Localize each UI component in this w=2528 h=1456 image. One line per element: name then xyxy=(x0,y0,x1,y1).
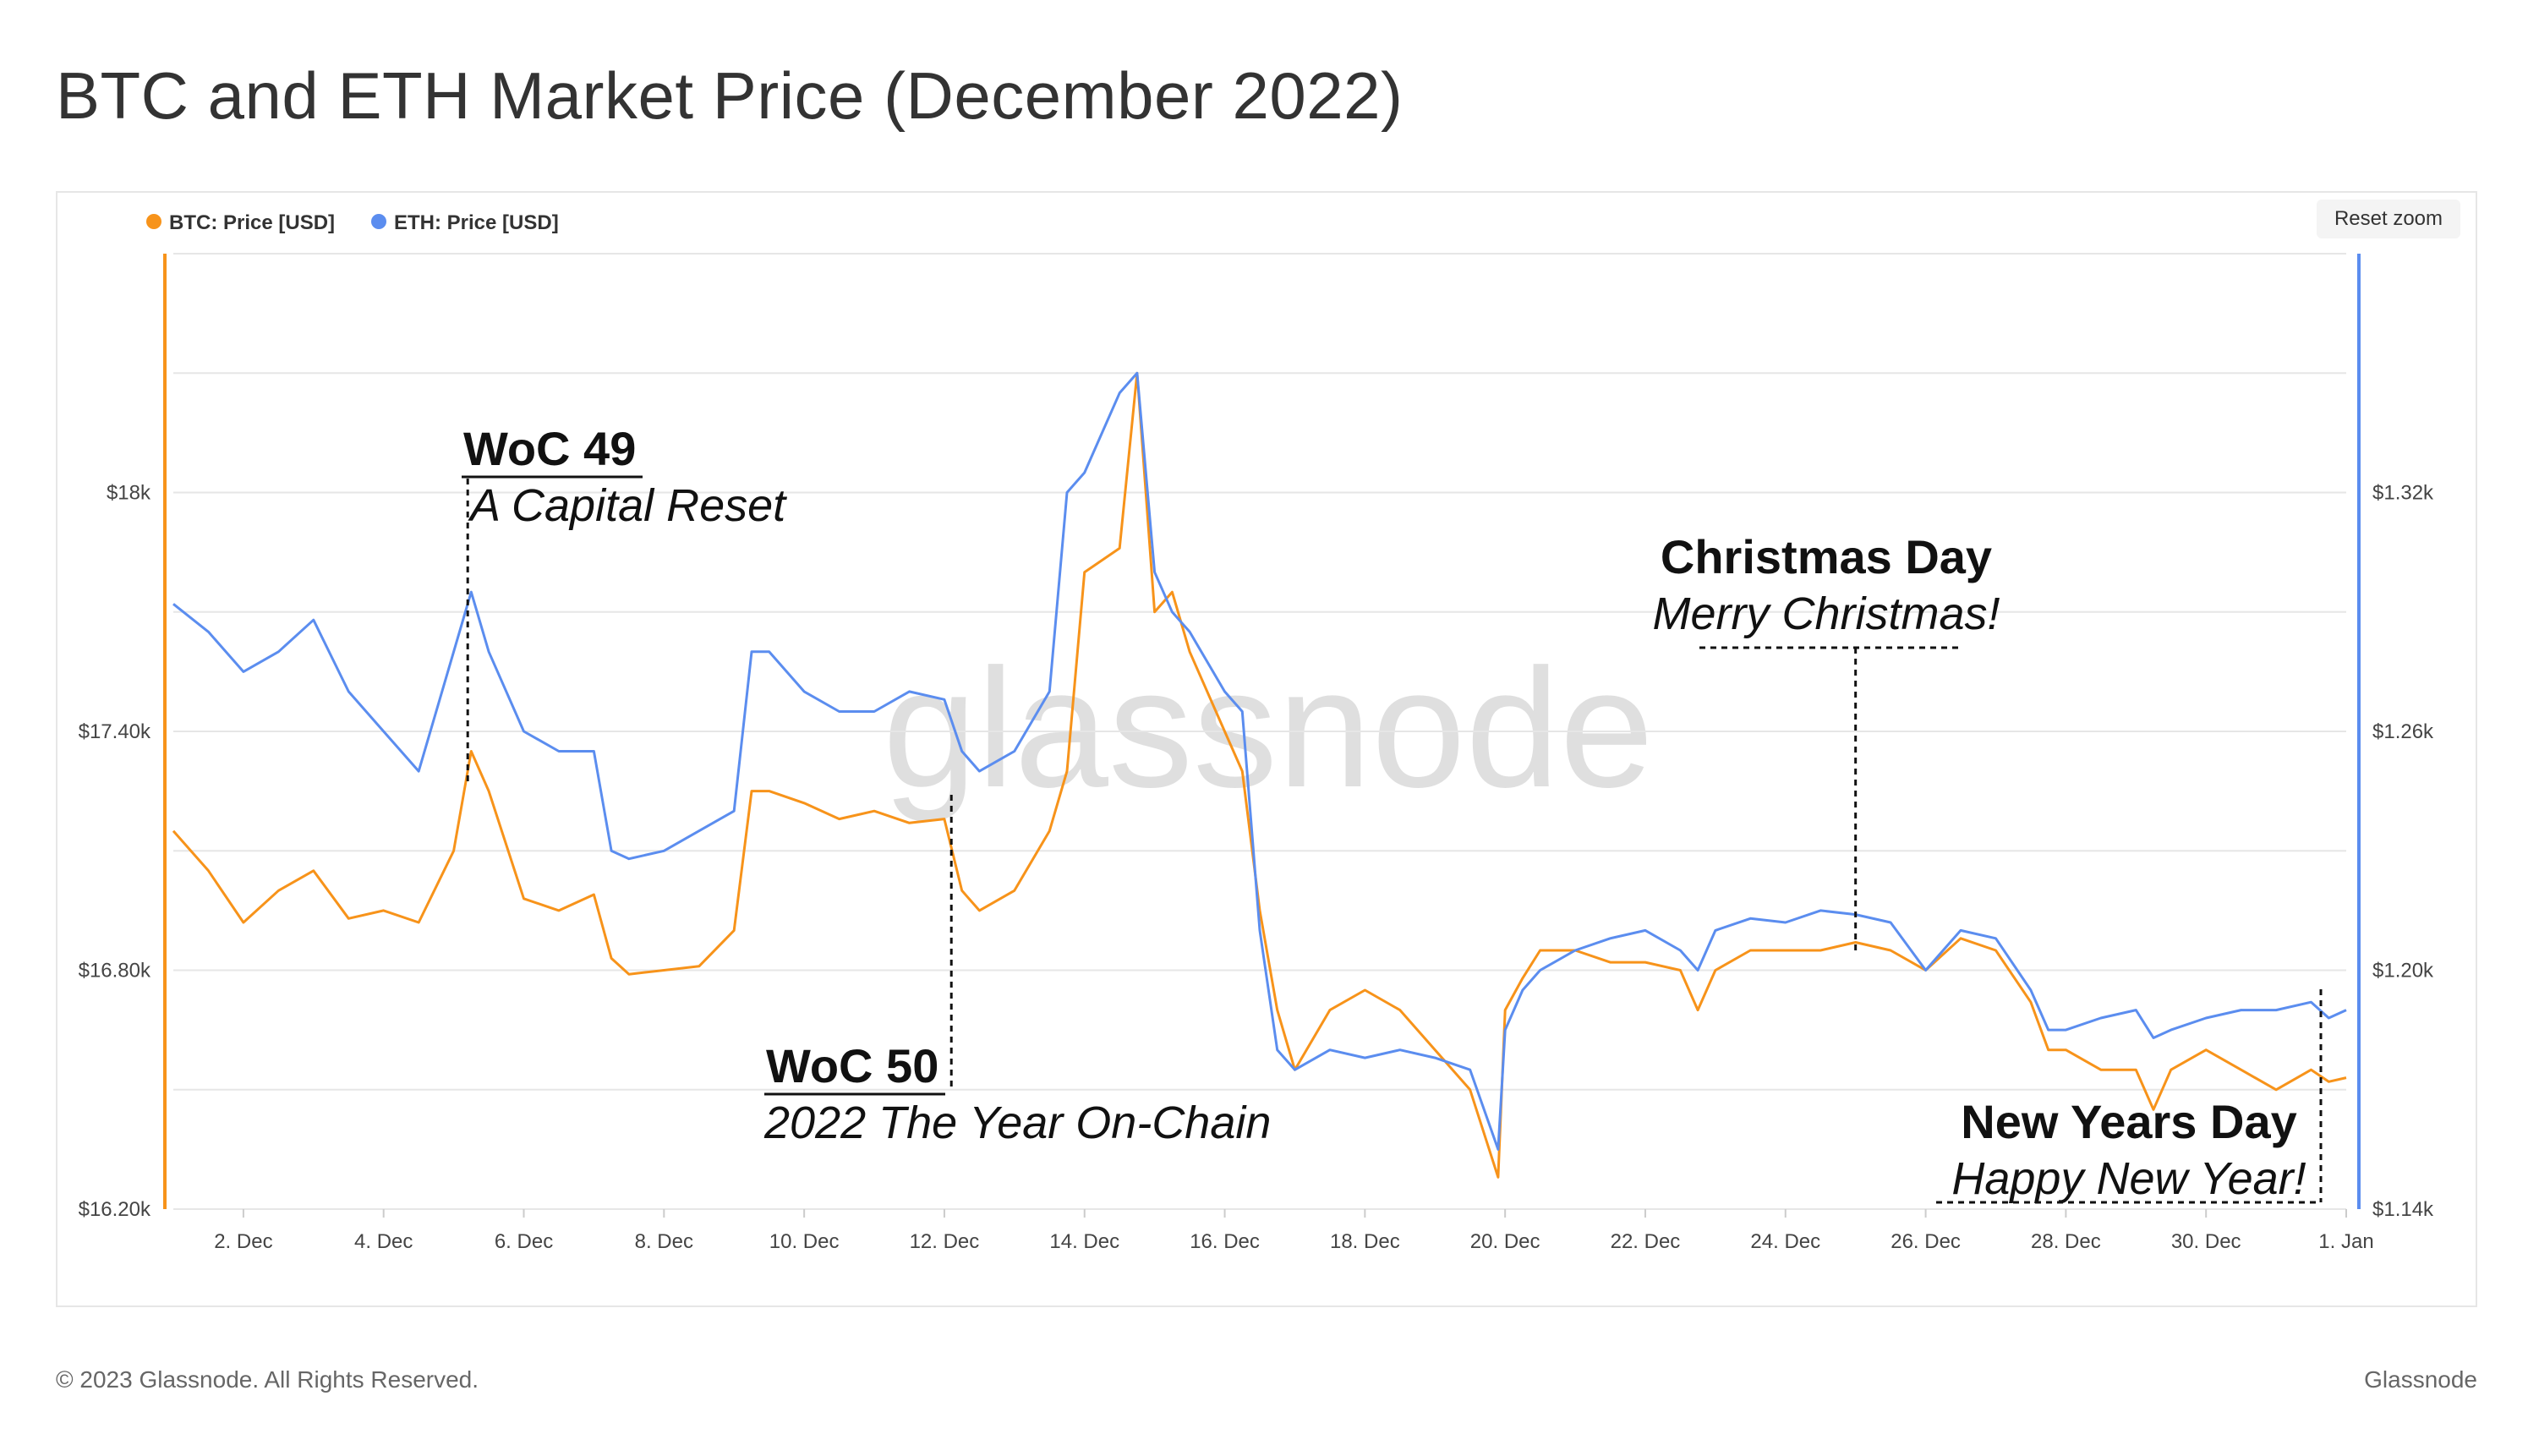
eth-price-line xyxy=(172,371,2347,1151)
y-right-tick-label: $1.14k xyxy=(2372,1198,2434,1221)
x-tick-label: 8. Dec xyxy=(635,1230,693,1253)
annotation-woc50-title: WoC 50 xyxy=(766,1039,938,1092)
x-tick-label: 1. Jan xyxy=(2318,1230,2373,1253)
footer-brand: Glassnode xyxy=(2364,1366,2477,1393)
legend-btc-marker xyxy=(146,214,161,229)
x-tick-label: 14. Dec xyxy=(1049,1230,1119,1253)
x-tick-label: 16. Dec xyxy=(1190,1230,1260,1253)
y-left-tick-label: $17.40k xyxy=(79,720,151,743)
annotation-newyear-subtitle: Happy New Year! xyxy=(1951,1153,2306,1204)
x-tick-label: 20. Dec xyxy=(1470,1230,1540,1253)
x-tick-label: 28. Dec xyxy=(2031,1230,2101,1253)
x-tick-label: 30. Dec xyxy=(2171,1230,2241,1253)
x-tick-label: 2. Dec xyxy=(214,1230,272,1253)
x-tick-label: 4. Dec xyxy=(354,1230,413,1253)
annotation-woc49-subtitle: A Capital Reset xyxy=(468,480,787,531)
chart-frame xyxy=(56,191,2477,1307)
annotation-newyear-title: New Years Day xyxy=(1961,1095,2296,1148)
x-tick-label: 6. Dec xyxy=(495,1230,553,1253)
x-tick-label: 24. Dec xyxy=(1750,1230,1820,1253)
x-tick-label: 12. Dec xyxy=(910,1230,980,1253)
x-tick-label: 26. Dec xyxy=(1891,1230,1961,1253)
page-title: BTC and ETH Market Price (December 2022) xyxy=(56,58,1404,133)
annotation-christmas-title: Christmas Day xyxy=(1661,530,1992,583)
legend-eth-label: ETH: Price [USD] xyxy=(394,211,559,234)
x-tick-label: 18. Dec xyxy=(1330,1230,1400,1253)
x-tick-label: 22. Dec xyxy=(1611,1230,1681,1253)
y-left-tick-label: $16.20k xyxy=(79,1198,151,1221)
x-tick-label: 10. Dec xyxy=(769,1230,840,1253)
footer-copyright: © 2023 Glassnode. All Rights Reserved. xyxy=(56,1366,479,1393)
y-right-tick-label: $1.20k xyxy=(2372,960,2434,983)
y-right-tick-label: $1.32k xyxy=(2372,482,2434,505)
y-left-tick-label: $16.80k xyxy=(79,960,151,983)
btc-price-line xyxy=(172,371,2347,1179)
annotation-christmas-subtitle: Merry Christmas! xyxy=(1652,588,2000,639)
annotation-woc49-title: WoC 49 xyxy=(463,422,636,475)
y-left-tick-label: $18k xyxy=(107,482,151,505)
legend-btc-label: BTC: Price [USD] xyxy=(169,211,335,234)
y-right-tick-label: $1.26k xyxy=(2372,720,2434,743)
watermark-text: glassnode xyxy=(883,634,1654,823)
reset-zoom-button[interactable]: Reset zoom xyxy=(2317,200,2460,238)
annotation-woc50-subtitle: 2022 The Year On-Chain xyxy=(763,1097,1271,1148)
legend-eth-marker xyxy=(371,214,386,229)
